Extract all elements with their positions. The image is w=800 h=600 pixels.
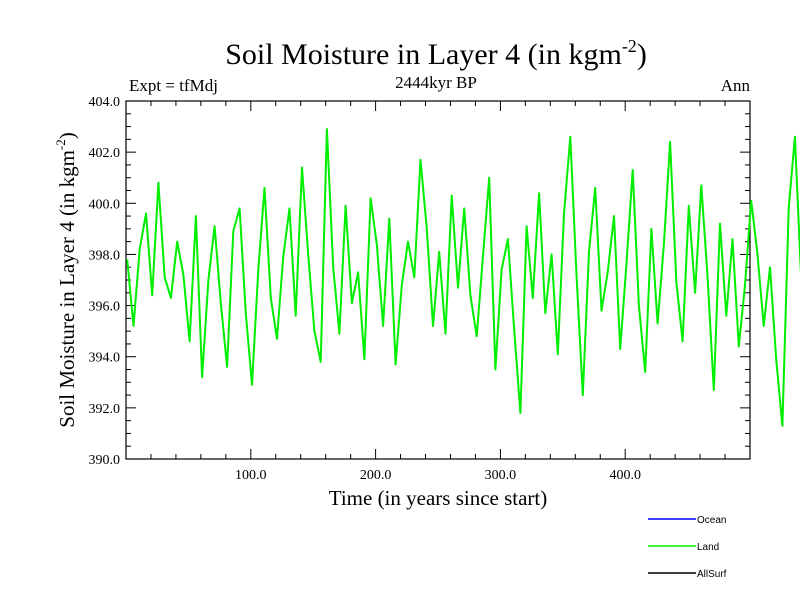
y-tick-label: 398.0: [89, 248, 121, 263]
y-tick-label: 390.0: [89, 453, 121, 468]
legend-label-land: Land: [697, 542, 719, 553]
y-tick-label: 400.0: [89, 197, 121, 212]
y-tick-label: 402.0: [89, 146, 121, 161]
series-layer: [126, 128, 800, 427]
legend-label-allsurf: AllSurf: [697, 569, 727, 580]
y-tick-label: 404.0: [89, 95, 121, 110]
y-axis-label: Soil Moisture in Layer 4 (in kgm-2): [53, 132, 79, 427]
experiment-label: Expt = tfMdj: [129, 76, 218, 95]
y-tick-label: 394.0: [89, 351, 121, 366]
chart-subtitle: 2444kyr BP: [395, 73, 477, 92]
x-tick-label: 200.0: [360, 468, 392, 483]
axis-ticks: 390.0 392.0 394.0 396.0 398.0 400.0 402.0 404.0…: [89, 95, 750, 483]
series-line-land: [126, 128, 800, 427]
y-tick-label: 396.0: [89, 300, 121, 315]
x-tick-label: 400.0: [609, 468, 641, 483]
legend-label-ocean: Ocean: [697, 515, 726, 526]
season-label: Ann: [721, 76, 751, 95]
x-tick-label: 300.0: [485, 468, 517, 483]
x-axis-label: Time (in years since start): [329, 486, 548, 510]
x-tick-label: 100.0: [235, 468, 267, 483]
y-tick-label: 392.0: [89, 402, 121, 417]
legend: Ocean Land AllSurf: [648, 515, 727, 580]
chart-title: Soil Moisture in Layer 4 (in kgm-2): [225, 36, 647, 71]
